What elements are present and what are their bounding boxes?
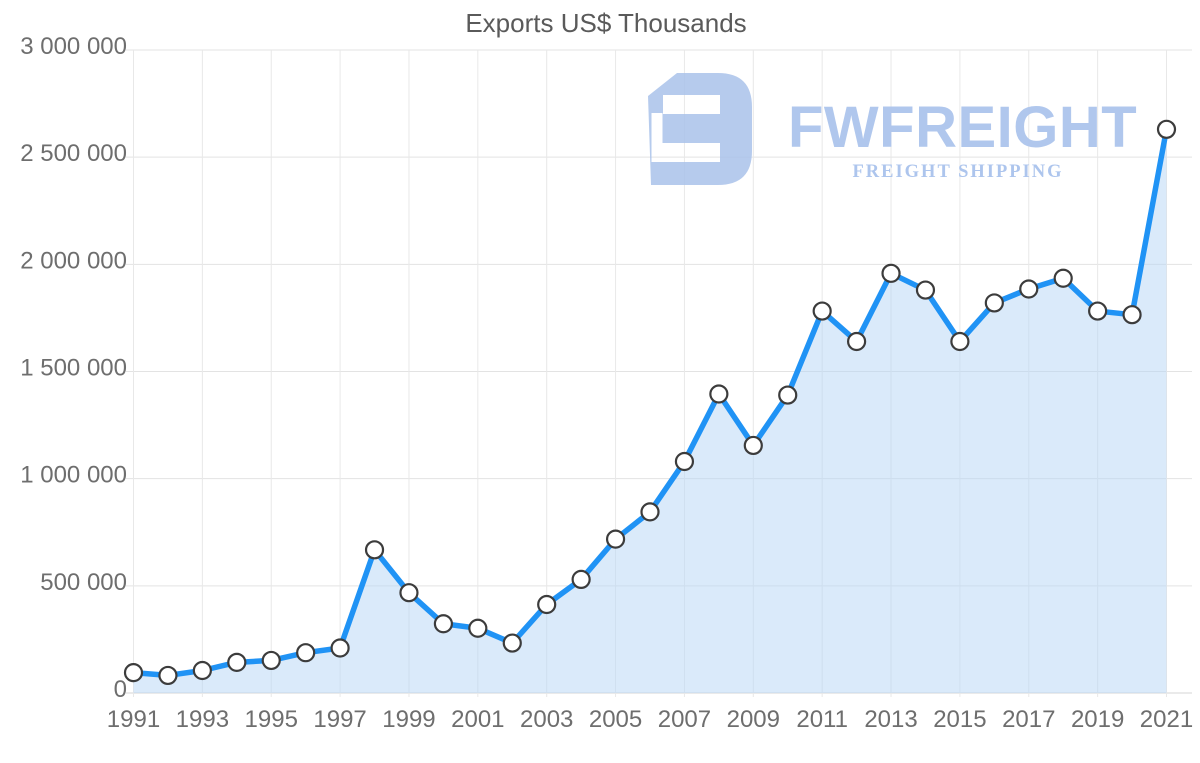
data-point bbox=[1088, 301, 1108, 321]
data-point bbox=[778, 385, 798, 405]
data-point bbox=[502, 633, 522, 653]
y-tick-label: 1 000 000 bbox=[20, 462, 127, 489]
y-tick-label: 500 000 bbox=[40, 569, 127, 596]
data-point bbox=[846, 331, 867, 352]
data-point bbox=[640, 502, 660, 522]
data-point bbox=[158, 665, 178, 686]
x-tick-label: 2011 bbox=[796, 706, 848, 733]
series-layer bbox=[123, 119, 1177, 693]
data-point bbox=[399, 583, 419, 603]
x-tick-label: 2005 bbox=[589, 706, 642, 733]
data-point bbox=[571, 569, 591, 590]
x-tick-label: 2017 bbox=[1002, 706, 1055, 733]
area-fill bbox=[133, 129, 1167, 693]
data-point bbox=[227, 652, 247, 672]
data-point bbox=[881, 263, 901, 283]
data-point bbox=[261, 650, 281, 671]
x-tick-label: 1999 bbox=[382, 706, 435, 733]
axis-layer: 0 500 000 1 000 000 1 500 000 2 000 000 2 500… bbox=[20, 33, 1193, 733]
data-point bbox=[468, 618, 488, 638]
data-point bbox=[296, 643, 316, 663]
data-point bbox=[123, 663, 144, 683]
data-point bbox=[984, 293, 1004, 313]
fwfreight-logo-icon bbox=[648, 73, 752, 185]
data-point bbox=[537, 594, 557, 615]
data-point bbox=[192, 660, 212, 681]
data-point bbox=[743, 435, 763, 456]
watermark: FWFREIGHT FREIGHT SHIPPING bbox=[648, 73, 1137, 185]
x-tick-label: 2013 bbox=[864, 706, 917, 733]
data-point bbox=[812, 301, 832, 321]
x-tick-label: 2019 bbox=[1071, 706, 1124, 733]
x-tick-label: 1995 bbox=[245, 706, 298, 733]
data-point bbox=[364, 540, 385, 560]
data-point bbox=[674, 451, 695, 472]
x-tick-label: 1997 bbox=[313, 706, 366, 733]
x-tick-label: 2021 bbox=[1140, 706, 1193, 733]
x-tick-label: 2009 bbox=[727, 706, 780, 733]
y-tick-label: 2 500 000 bbox=[20, 140, 127, 167]
y-tick-label: 2 000 000 bbox=[20, 247, 127, 274]
data-point bbox=[330, 638, 350, 658]
x-tick-label: 2007 bbox=[658, 706, 711, 733]
x-tick-label: 1993 bbox=[176, 706, 229, 733]
chart-title: Exports US$ Thousands bbox=[465, 8, 746, 38]
x-tick-label: 2003 bbox=[520, 706, 573, 733]
data-point bbox=[1156, 119, 1177, 139]
x-tick-label: 2015 bbox=[933, 706, 986, 733]
watermark-tagline-text: FREIGHT SHIPPING bbox=[852, 162, 1063, 182]
data-point bbox=[605, 529, 626, 549]
y-tick-label: 0 bbox=[114, 676, 127, 703]
data-point bbox=[1122, 305, 1142, 325]
x-tick-label: 1991 bbox=[107, 706, 160, 733]
watermark-brand-text: FWFREIGHT bbox=[788, 95, 1137, 160]
data-point bbox=[915, 280, 936, 300]
y-tick-label: 1 500 000 bbox=[20, 355, 127, 382]
x-tick-label: 2001 bbox=[451, 706, 504, 733]
data-point bbox=[1053, 268, 1073, 288]
data-point bbox=[1019, 279, 1039, 299]
y-tick-label: 3 000 000 bbox=[20, 33, 127, 60]
data-point bbox=[950, 331, 970, 352]
data-point bbox=[709, 384, 729, 404]
data-point bbox=[433, 614, 453, 634]
